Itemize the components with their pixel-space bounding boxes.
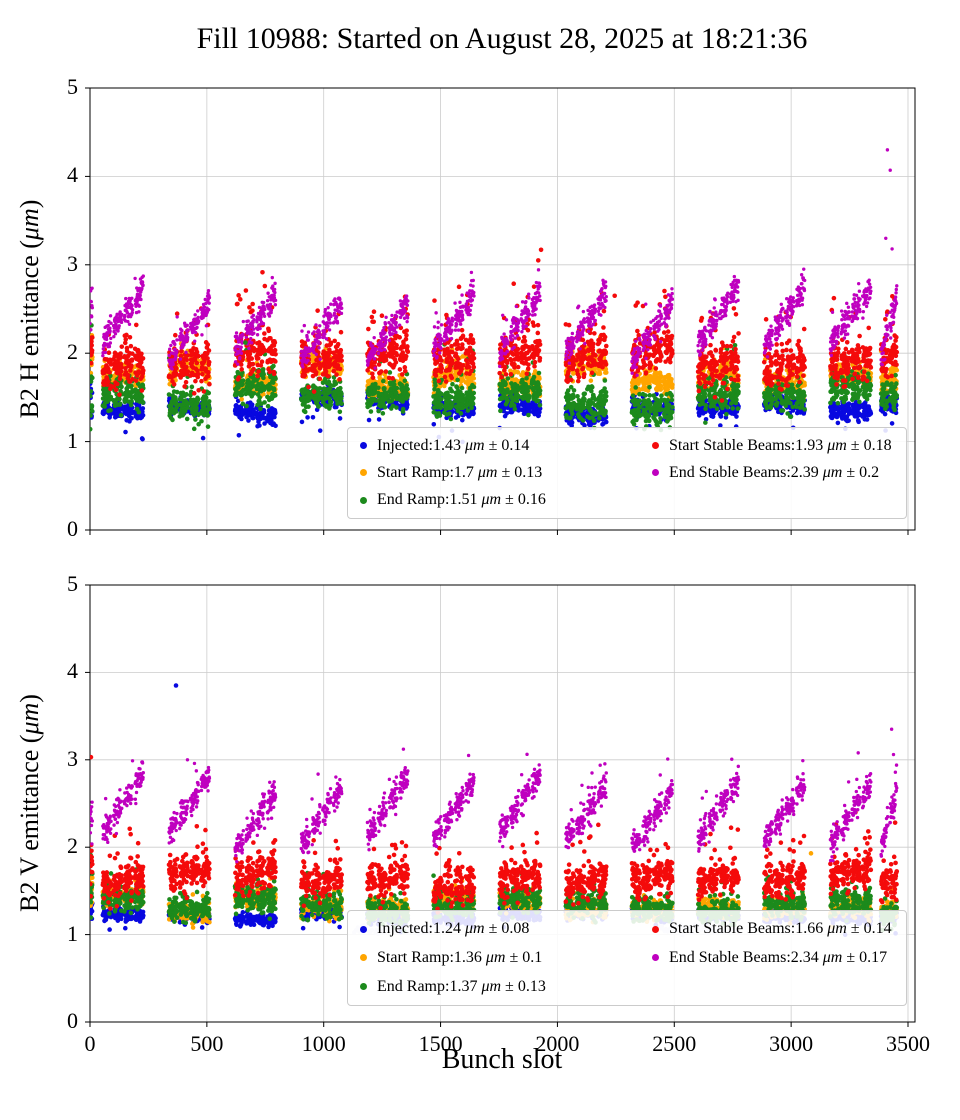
figure-title: Fill 10988: Started on August 28, 2025 a… <box>196 22 808 55</box>
legend-label: Injected:1.43 μm ± 0.14 <box>377 436 530 454</box>
y-tick-label: 3 <box>67 250 78 276</box>
legend-label: Start Ramp:1.36 μm ± 0.1 <box>377 948 543 966</box>
legend-marker-icon <box>360 925 367 933</box>
legend-label: Start Stable Beams:1.66 μm ± 0.14 <box>669 920 892 938</box>
legend-label: Injected:1.24 μm ± 0.08 <box>377 920 530 938</box>
x-tick-label: 2000 <box>535 1031 580 1056</box>
x-tick-label: 2500 <box>652 1031 697 1056</box>
y-tick-label: 2 <box>67 833 78 859</box>
legend-marker-icon <box>360 469 367 477</box>
legend-marker-icon <box>652 469 659 477</box>
y-tick-label: 4 <box>67 658 78 684</box>
y-tick-label: 5 <box>67 570 78 596</box>
legend-entry-start-ramp: Start Ramp:1.36 μm ± 0.1 <box>360 944 652 973</box>
legend-h-emittance: Injected:1.43 μm ± 0.14 Start Ramp:1.7 μm… <box>347 427 907 519</box>
legend-marker-icon <box>360 954 367 962</box>
legend-label: End Ramp:1.37 μm ± 0.13 <box>377 977 546 995</box>
x-tick-label: 0 <box>84 1031 96 1056</box>
legend-entry-end-ramp: End Ramp:1.51 μm ± 0.16 <box>360 487 652 514</box>
legend-marker-icon <box>652 442 659 450</box>
y-tick-label: 5 <box>67 73 78 99</box>
legend-marker-icon <box>652 925 659 933</box>
x-axis-label: Bunch slot <box>441 1044 563 1075</box>
y-tick-label: 0 <box>67 1007 78 1033</box>
y-tick-label: 4 <box>67 162 78 188</box>
x-tick-label: 1500 <box>418 1031 463 1056</box>
y-axis-label-h-emittance: B2 H emittance (μm) <box>15 199 44 419</box>
x-tick-label: 3500 <box>885 1031 930 1056</box>
legend-v-emittance: Injected:1.24 μm ± 0.08 Start Ramp:1.36 μ… <box>347 910 907 1006</box>
y-tick-label: 1 <box>67 427 78 453</box>
legend-entry-injected: Injected:1.43 μm ± 0.14 <box>360 432 652 459</box>
y-tick-label: 2 <box>67 339 78 365</box>
legend-marker-icon <box>360 496 367 504</box>
x-tick-label: 3000 <box>769 1031 814 1056</box>
legend-marker-icon <box>360 983 367 991</box>
y-axis-label-v-emittance: B2 V emittance (μm) <box>15 694 44 912</box>
legend-entry-injected: Injected:1.24 μm ± 0.08 <box>360 915 652 944</box>
y-tick-label: 1 <box>67 920 78 946</box>
y-tick-label: 0 <box>67 515 78 541</box>
legend-entry-end-stable-beams: End Stable Beams:2.39 μm ± 0.2 <box>652 459 894 486</box>
legend-marker-icon <box>652 954 659 962</box>
legend-entry-start-stable-beams: Start Stable Beams:1.93 μm ± 0.18 <box>652 432 894 459</box>
legend-entry-end-ramp: End Ramp:1.37 μm ± 0.13 <box>360 972 652 1001</box>
legend-entry-start-ramp: Start Ramp:1.7 μm ± 0.13 <box>360 459 652 486</box>
x-tick-label: 500 <box>190 1031 224 1056</box>
y-tick-label: 3 <box>67 745 78 771</box>
x-tick-label: 1000 <box>301 1031 346 1056</box>
legend-label: End Stable Beams:2.39 μm ± 0.2 <box>669 463 880 481</box>
legend-label: Start Ramp:1.7 μm ± 0.13 <box>377 463 543 481</box>
legend-label: Start Stable Beams:1.93 μm ± 0.18 <box>669 436 892 454</box>
legend-entry-end-stable-beams: End Stable Beams:2.34 μm ± 0.17 <box>652 944 894 973</box>
legend-label: End Ramp:1.51 μm ± 0.16 <box>377 491 546 509</box>
legend-marker-icon <box>360 442 367 450</box>
legend-label: End Stable Beams:2.34 μm ± 0.17 <box>669 948 888 966</box>
legend-entry-start-stable-beams: Start Stable Beams:1.66 μm ± 0.14 <box>652 915 894 944</box>
